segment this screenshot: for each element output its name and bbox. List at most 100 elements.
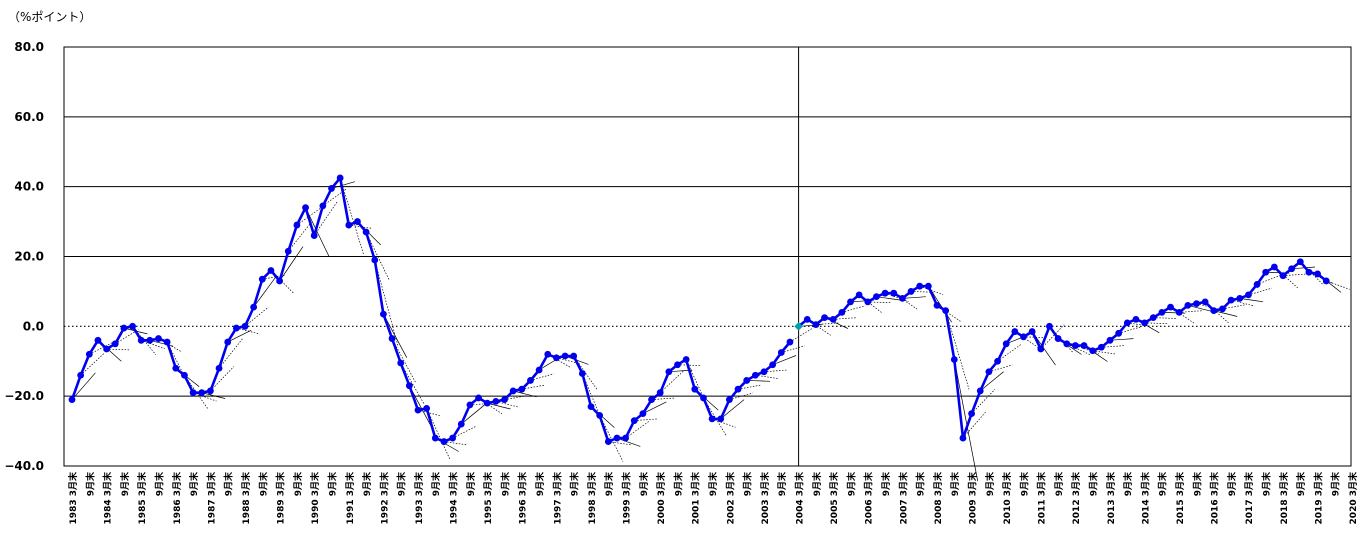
x-tick-label: 2020 3月末 [1347,471,1359,524]
forecast-line [452,425,477,439]
data-point [509,387,517,395]
data-point [146,336,154,344]
data-point [267,267,275,274]
forecast-line [348,224,373,229]
forecast-line [1222,304,1246,310]
data-point [405,382,413,390]
x-tick-label: 2012 3月末 [1070,471,1082,524]
y-tick-label: 20.0 [14,250,44,264]
data-point [1123,319,1131,327]
x-tick-label: 1992 3月末 [378,471,390,524]
forecast-line [711,418,736,428]
x-tick-label: 2008 3月末 [932,471,944,524]
data-point [475,394,482,402]
data-point [821,314,828,322]
x-tick-label: 2017 3月末 [1243,471,1255,524]
data-point [1236,295,1244,302]
x-tick-label: 1999 3月末 [621,471,633,524]
data-point [362,228,370,236]
data-point [717,415,725,423]
forecast-line [988,364,1013,373]
data-point [207,387,214,395]
data-point [483,399,491,407]
series-line [70,176,792,443]
data-point [328,185,335,192]
series-line [797,260,1328,440]
data-point [232,324,240,332]
x-tick-label: 9月末 [326,471,338,496]
y-tick-label: 80.0 [14,40,44,54]
forecast-line [305,207,330,257]
data-point [561,352,569,360]
data-point [596,411,604,419]
forecast-line [106,348,131,351]
x-tick-label: 9月末 [672,471,684,496]
data-point [1158,308,1166,316]
x-tick-label: 2018 3月末 [1278,471,1290,524]
data-point [942,307,950,315]
x-tick-label: 9月末 [984,471,996,496]
forecast-line [1239,298,1264,303]
data-point [907,288,915,295]
forecast-line [738,384,762,390]
forecast-line [339,177,364,255]
data-point [310,232,318,239]
x-axis-ticks: 1983 3月末 9月末 1984 3月末 9月末 1985 3月末 9月末 1986 3月… [67,471,1359,524]
x-tick-label: 1988 3月末 [240,471,252,524]
data-point [1002,340,1010,348]
x-tick-label: 1983 3月末 [67,471,79,524]
x-tick-label: 1985 3月末 [136,471,148,524]
forecast-line [495,401,520,408]
data-point [760,368,768,376]
forecast-line [815,322,840,325]
data-point [838,308,846,316]
data-point [137,336,145,344]
y-tick-label: −20.0 [4,389,44,403]
data-point [899,295,906,302]
forecast-line [1300,261,1324,286]
data-point [354,218,361,225]
forecast-line [391,338,416,383]
data-point [198,389,206,397]
data-point [1305,268,1313,276]
forecast-line [288,221,312,252]
forecast-line [1040,324,1065,350]
data-point [570,352,578,360]
forecast-line [902,296,926,299]
x-tick-label: 9月末 [257,471,269,496]
forecast-line [1109,338,1134,341]
forecast-line [244,306,269,327]
forecast-line [521,384,546,390]
x-tick-label: 9月末 [569,471,581,496]
x-tick-label: 1998 3月末 [586,471,598,524]
forecast-line [781,345,805,353]
x-tick-label: 9月末 [915,471,927,496]
data-point [1054,335,1062,342]
x-tick-label: 9月末 [499,471,511,496]
forecast-line [1231,299,1255,307]
data-point [1167,303,1174,311]
data-point [1219,305,1226,313]
data-point [319,202,327,210]
data-point [1080,342,1088,349]
data-point [224,338,232,346]
data-point [501,396,508,404]
forecast-line [443,441,468,446]
forecast-line [1282,273,1307,277]
data-point [302,204,309,212]
data-point [751,371,759,379]
forecast-line [1291,266,1316,270]
x-tick-label: 2004 3月末 [793,471,805,524]
data-point [665,368,673,376]
x-tick-label: 2019 3月末 [1312,471,1324,524]
data-point [155,335,162,342]
forecast-line [487,402,511,410]
forecast-line [625,421,650,439]
x-tick-label: 9月末 [742,471,754,496]
forecast-line [1092,350,1117,355]
forecast-line [1075,345,1099,355]
data-point [1322,277,1330,285]
forecast-line [400,362,425,405]
data-point [1279,272,1287,280]
